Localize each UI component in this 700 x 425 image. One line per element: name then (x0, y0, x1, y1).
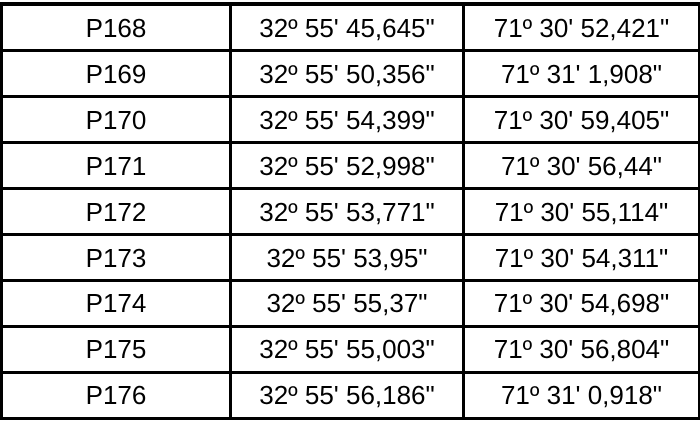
table-row: P176 32º 55' 56,186" 71º 31' 0,918" (0, 370, 700, 421)
latitude-cell: 32º 55' 54,399" (229, 95, 465, 145)
point-cell: P168 (0, 2, 232, 53)
latitude-cell: 32º 55' 55,003" (229, 324, 465, 374)
latitude-cell: 32º 55' 45,645" (229, 2, 465, 53)
point-cell: P170 (0, 95, 232, 145)
cropped-border-stub (463, 2, 466, 5)
latitude-cell: 32º 55' 52,998" (229, 141, 465, 191)
cropped-border-stub (230, 2, 233, 5)
latitude-cell: 32º 55' 56,186" (229, 370, 465, 421)
latitude-cell: 32º 55' 53,771" (229, 187, 465, 237)
table-row: P173 32º 55' 53,95" 71º 30' 54,311" (0, 233, 700, 283)
table-row: P171 32º 55' 52,998" 71º 30' 56,44" (0, 141, 700, 191)
longitude-cell: 71º 30' 59,405" (462, 95, 700, 145)
point-cell: P172 (0, 187, 232, 237)
table-row: P168 32º 55' 45,645" 71º 30' 52,421" (0, 2, 700, 53)
point-cell: P169 (0, 49, 232, 99)
longitude-cell: 71º 30' 54,311" (462, 233, 700, 283)
table-row: P169 32º 55' 50,356" 71º 31' 1,908" (0, 49, 700, 99)
longitude-cell: 71º 30' 56,44" (462, 141, 700, 191)
longitude-cell: 71º 30' 56,804" (462, 324, 700, 374)
table-row: P172 32º 55' 53,771" 71º 30' 55,114" (0, 187, 700, 237)
point-cell: P175 (0, 324, 232, 374)
longitude-cell: 71º 30' 54,698" (462, 279, 700, 328)
point-cell: P176 (0, 370, 232, 421)
table-row: P170 32º 55' 54,399" 71º 30' 59,405" (0, 95, 700, 145)
point-cell: P171 (0, 141, 232, 191)
point-cell: P174 (0, 279, 232, 328)
cropped-border-stub (0, 2, 3, 5)
latitude-cell: 32º 55' 55,37" (229, 279, 465, 328)
latitude-cell: 32º 55' 53,95" (229, 233, 465, 283)
longitude-cell: 71º 31' 0,918" (462, 370, 700, 421)
longitude-cell: 71º 30' 55,114" (462, 187, 700, 237)
cropped-border-stub (694, 2, 697, 5)
point-cell: P173 (0, 233, 232, 283)
latitude-cell: 32º 55' 50,356" (229, 49, 465, 99)
table-row: P175 32º 55' 55,003" 71º 30' 56,804" (0, 324, 700, 374)
longitude-cell: 71º 30' 52,421" (462, 2, 700, 53)
longitude-cell: 71º 31' 1,908" (462, 49, 700, 99)
table-row: P174 32º 55' 55,37" 71º 30' 54,698" (0, 279, 700, 328)
